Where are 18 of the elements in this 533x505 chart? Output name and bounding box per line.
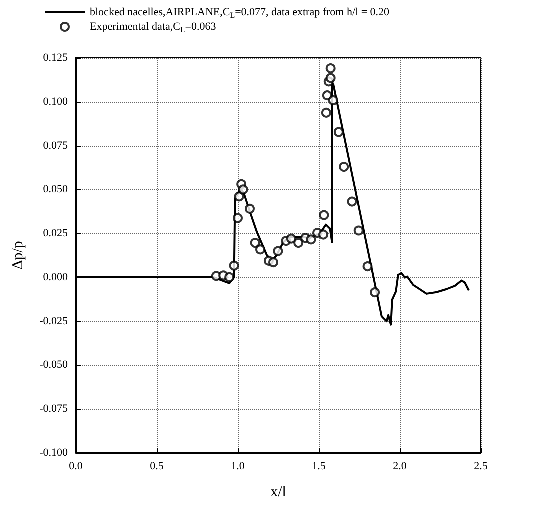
x-tick-label: 0.5 — [150, 460, 164, 472]
y-tick-label: -0.050 — [40, 359, 68, 372]
y-tick-label: 0.100 — [43, 96, 68, 108]
y-tick-label: -0.100 — [40, 447, 68, 459]
x-tick-label: 2.5 — [474, 460, 488, 472]
y-tick-label: 0.000 — [43, 271, 68, 284]
y-axis-title: Δp/p — [10, 241, 26, 270]
y-tick-label: -0.075 — [40, 403, 68, 416]
y-tick-label: 0.050 — [43, 184, 68, 196]
x-tick-label: 0.0 — [69, 460, 84, 472]
y-tick-label: 0.075 — [43, 140, 68, 152]
x-tick-label: 1.5 — [312, 460, 326, 472]
x-tick-label: 2.0 — [393, 460, 408, 472]
x-axis-title: x/l — [270, 484, 286, 500]
y-tick-label: -0.025 — [40, 315, 68, 328]
y-tick-label: 0.125 — [43, 52, 68, 64]
x-tick-label: 1.0 — [231, 460, 246, 472]
y-tick-label: 0.025 — [43, 228, 68, 240]
